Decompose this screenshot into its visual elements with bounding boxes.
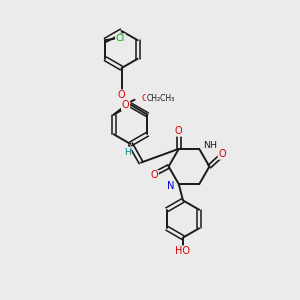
Text: Cl: Cl [116, 34, 125, 43]
Text: O: O [218, 149, 226, 159]
Text: O: O [122, 100, 129, 110]
Text: O: O [150, 170, 158, 181]
Text: O: O [175, 126, 183, 136]
Text: O: O [141, 94, 148, 103]
Text: NH: NH [203, 141, 217, 150]
Text: N: N [167, 181, 174, 191]
Text: HO: HO [176, 246, 190, 256]
Text: CH₂CH₃: CH₂CH₃ [146, 94, 175, 103]
Text: H: H [124, 148, 131, 157]
Text: Ethoxy: Ethoxy [144, 98, 148, 100]
Text: O: O [118, 90, 125, 100]
